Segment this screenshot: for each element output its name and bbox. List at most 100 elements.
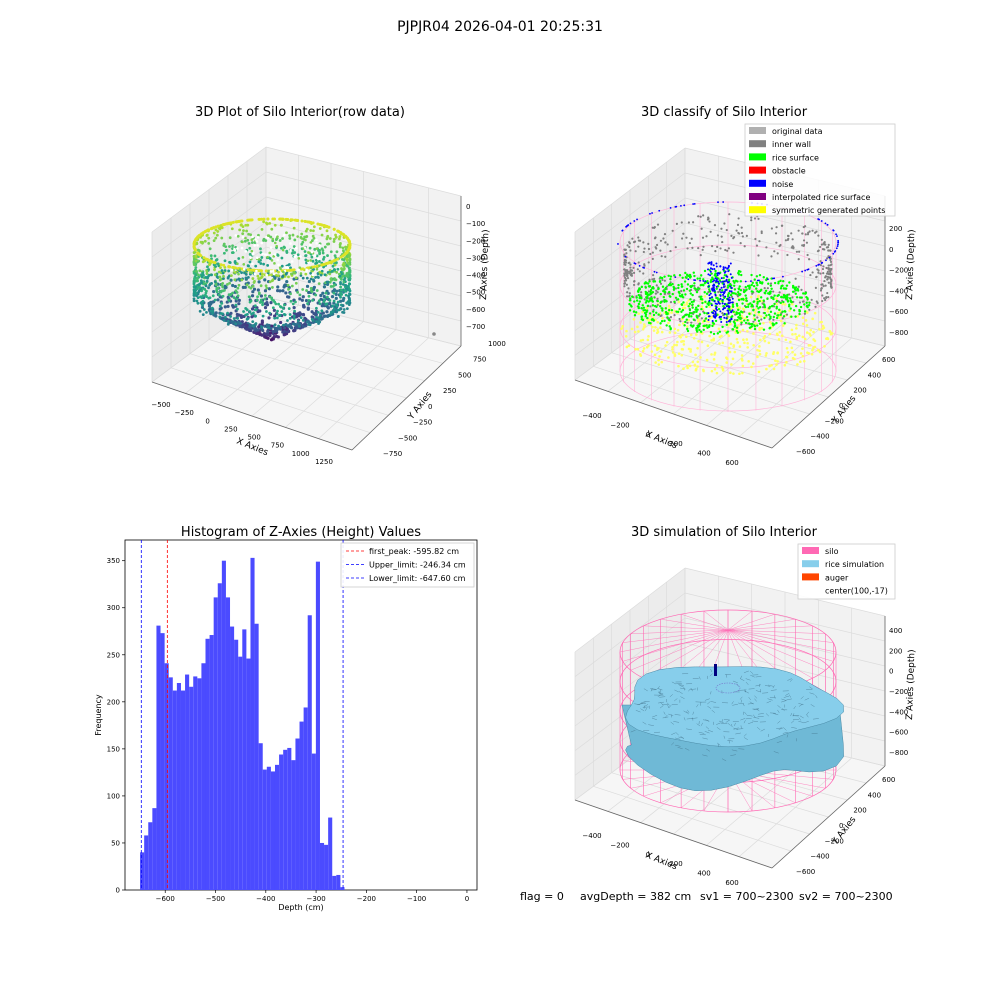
cls-point: [753, 311, 757, 314]
cls-point: [680, 340, 683, 343]
cls-point: [722, 305, 725, 308]
raw-point: [345, 250, 349, 254]
cls-point: [827, 264, 830, 267]
cls-point: [707, 273, 710, 276]
hist-bar: [168, 677, 173, 890]
cls-point: [682, 289, 686, 292]
raw-point: [233, 249, 237, 252]
cls-point: [673, 331, 677, 335]
cls-point: [754, 322, 757, 325]
cls-point: [783, 303, 787, 306]
cls-point: [689, 350, 692, 353]
cls-point: [651, 310, 655, 313]
cls-point: [641, 327, 645, 331]
raw-point: [292, 271, 295, 275]
raw-point: [304, 220, 308, 224]
raw-point: [260, 272, 264, 276]
raw-point: [229, 274, 233, 278]
cls-point: [762, 306, 765, 309]
cls-point: [701, 301, 704, 305]
cls-gridline: [574, 147, 686, 233]
cls-point: [827, 249, 830, 252]
cls-point: [674, 287, 677, 290]
raw-point: [245, 229, 249, 233]
cls-point: [628, 270, 631, 273]
cls-point: [659, 239, 663, 242]
cls-point: [713, 284, 716, 287]
cls-point: [688, 302, 692, 305]
cls-point: [823, 297, 826, 300]
cls-point: [700, 274, 703, 277]
raw-point: [298, 297, 302, 301]
cls-point: [649, 297, 652, 300]
hist-bar: [303, 707, 308, 890]
cls-point: [771, 304, 774, 308]
sim-surface-mesh: [716, 722, 721, 725]
raw-y-tick-label: 0: [428, 403, 432, 411]
cls-point: [638, 270, 641, 273]
sim-surface-mesh: [787, 678, 792, 681]
raw-point: [286, 319, 289, 322]
cls-point: [805, 324, 809, 327]
cls-point: [653, 353, 657, 357]
cls-point: [689, 333, 693, 337]
cls-point: [830, 267, 833, 271]
cls-point: [766, 287, 769, 290]
cls-point: [738, 285, 741, 288]
cls-point: [737, 315, 740, 319]
cls-point: [664, 344, 667, 347]
raw-point: [196, 235, 200, 239]
cls-point: [755, 244, 759, 247]
raw-zlabel: Z Axies (Depth): [479, 229, 491, 300]
cls-point: [816, 348, 820, 352]
raw-point: [222, 319, 226, 322]
raw-point: [208, 247, 212, 251]
cls-point: [814, 231, 817, 234]
cls-point: [757, 254, 760, 257]
cls-point: [617, 243, 619, 245]
raw-point: [266, 217, 270, 221]
cls-point: [783, 363, 787, 367]
sim-silo-roof-spoke: [727, 629, 834, 643]
hist-bar: [258, 743, 263, 890]
cls-point: [692, 318, 696, 321]
cls-point: [717, 282, 720, 285]
sim-surface-mesh: [798, 721, 804, 723]
raw-point: [234, 303, 238, 307]
cls-point: [751, 304, 754, 307]
raw-point: [302, 305, 306, 309]
cls-point: [744, 294, 747, 297]
cls-point: [744, 280, 747, 283]
cls-point: [774, 232, 778, 235]
raw-point: [244, 313, 248, 317]
raw-point: [305, 268, 308, 272]
raw-point: [297, 257, 301, 260]
raw-point: [309, 266, 313, 270]
hist-ytick-label: 300: [107, 604, 120, 612]
raw-point: [224, 222, 228, 226]
cls-point: [663, 233, 667, 236]
cls-point: [801, 232, 804, 235]
cls-point: [677, 364, 680, 368]
cls-point: [752, 300, 756, 303]
raw-point: [192, 288, 196, 292]
raw-point: [310, 317, 314, 321]
raw-point: [345, 273, 349, 277]
cls-point: [642, 272, 645, 275]
raw-point: [297, 314, 301, 318]
cls-point: [758, 305, 762, 309]
hist-bar: [193, 676, 198, 890]
cls-point: [777, 282, 780, 285]
cls-point: [729, 285, 732, 288]
cls-point: [753, 318, 757, 321]
raw-point: [254, 264, 258, 268]
sim-surface-mesh: [738, 748, 745, 750]
sim-surface-mesh: [799, 715, 804, 719]
cls-point: [642, 241, 645, 244]
raw-point: [200, 275, 204, 279]
cls-point: [655, 289, 658, 292]
cls-point: [835, 247, 838, 250]
cls-point: [645, 299, 649, 302]
raw-point: [228, 281, 232, 285]
cls-point: [633, 300, 636, 303]
